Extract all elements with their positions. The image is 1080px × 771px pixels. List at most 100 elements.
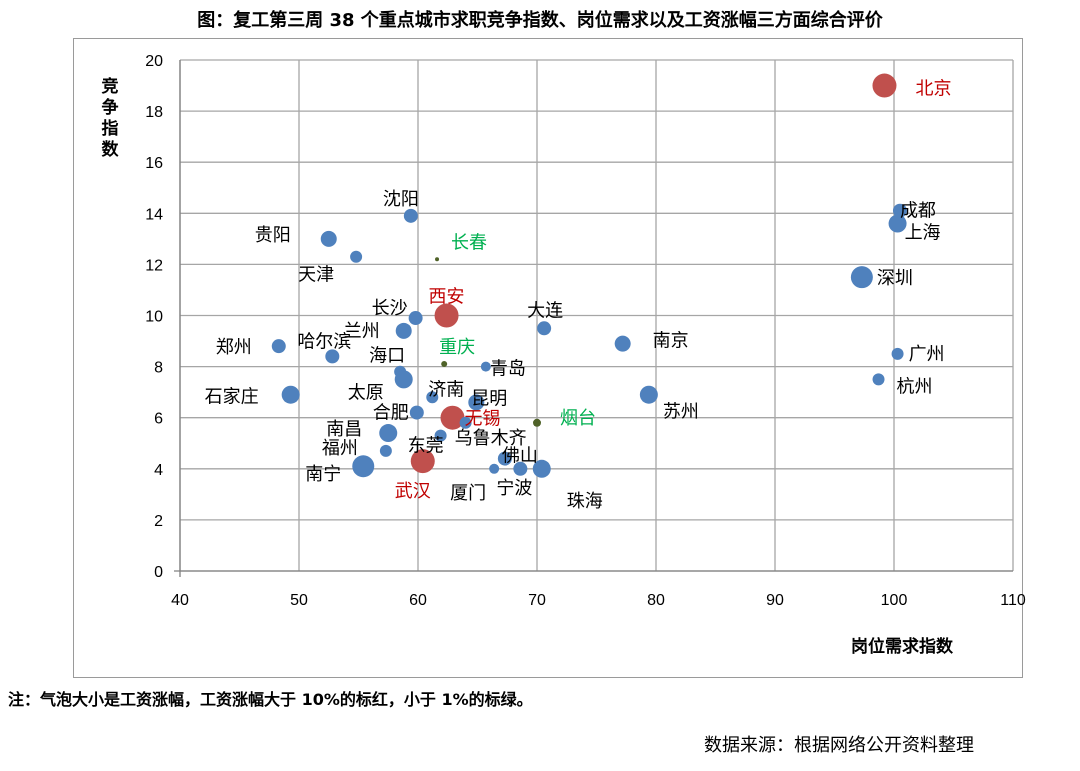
point-label: 深圳 bbox=[877, 268, 913, 289]
point-label: 郑州 bbox=[216, 337, 252, 358]
y-tick-label: 10 bbox=[145, 309, 163, 326]
x-tick-label: 80 bbox=[647, 592, 665, 609]
y-tick-label: 2 bbox=[154, 513, 163, 530]
point-label: 南宁 bbox=[305, 464, 341, 485]
chart-note: 注：气泡大小是工资涨幅，工资涨幅大于 10%的标红，小于 1%的标绿。 bbox=[8, 690, 533, 709]
point-label: 厦门 bbox=[450, 483, 486, 504]
y-tick-label: 14 bbox=[145, 206, 163, 223]
bubble-福州 bbox=[379, 444, 392, 457]
bubble-兰州 bbox=[395, 322, 412, 339]
point-label: 济南 bbox=[428, 379, 464, 400]
y-tick-label: 20 bbox=[145, 53, 163, 70]
bubble-南宁 bbox=[352, 455, 375, 478]
point-label: 海口 bbox=[369, 346, 405, 367]
bubble-昆明 bbox=[468, 394, 485, 411]
point-label: 太原 bbox=[348, 382, 384, 403]
bubble-烟台 bbox=[533, 418, 541, 427]
point-label: 大连 bbox=[527, 300, 563, 321]
bubble-太原 bbox=[394, 370, 413, 389]
x-tick-label: 50 bbox=[290, 592, 308, 609]
point-label: 烟台 bbox=[560, 408, 596, 429]
point-label: 成都 bbox=[900, 201, 936, 222]
point-label: 合肥 bbox=[373, 403, 409, 424]
bubble-南昌 bbox=[379, 424, 398, 443]
x-tick-label: 100 bbox=[881, 592, 908, 609]
y-tick-label: 16 bbox=[145, 155, 163, 172]
bubble-青岛 bbox=[480, 361, 491, 372]
bubble-北京 bbox=[872, 73, 897, 98]
y-tick-label: 0 bbox=[154, 564, 163, 581]
y-axis-label: 竞争指数 bbox=[102, 76, 120, 160]
point-label: 无锡 bbox=[465, 409, 501, 430]
bubble-乌鲁木齐 bbox=[459, 416, 472, 429]
point-label: 上海 bbox=[905, 223, 941, 244]
bubble-厦门 bbox=[489, 463, 500, 474]
bubble-宁波 bbox=[513, 461, 528, 476]
point-label: 乌鲁木齐 bbox=[455, 428, 527, 449]
bubble-苏州 bbox=[639, 385, 658, 404]
bubble-长春 bbox=[435, 257, 440, 262]
bubble-重庆 bbox=[441, 361, 448, 368]
bubble-东莞 bbox=[434, 429, 447, 442]
x-tick-label: 60 bbox=[409, 592, 427, 609]
point-label: 南昌 bbox=[326, 419, 362, 440]
point-label: 天津 bbox=[298, 265, 334, 286]
data-source: 数据来源：根据网络公开资料整理 bbox=[704, 735, 974, 756]
bubble-佛山 bbox=[497, 451, 512, 466]
point-label: 东莞 bbox=[408, 436, 444, 457]
point-label: 青岛 bbox=[490, 359, 526, 380]
bubble-贵阳 bbox=[320, 230, 337, 247]
x-tick-label: 110 bbox=[1000, 592, 1026, 609]
x-tick-label: 90 bbox=[766, 592, 784, 609]
point-label: 佛山 bbox=[502, 446, 538, 467]
y-tick-label: 18 bbox=[145, 104, 163, 121]
bubble-广州 bbox=[891, 347, 904, 360]
bubble-上海 bbox=[888, 214, 907, 233]
y-tick-label: 4 bbox=[154, 462, 163, 479]
point-label: 长沙 bbox=[372, 298, 408, 319]
bubble-济南 bbox=[426, 391, 439, 404]
bubble-成都 bbox=[892, 203, 907, 218]
y-tick-label: 12 bbox=[145, 257, 163, 274]
x-tick-label: 70 bbox=[528, 592, 546, 609]
point-label: 兰州 bbox=[344, 321, 380, 342]
point-label: 石家庄 bbox=[205, 387, 259, 408]
bubble-杭州 bbox=[872, 373, 885, 386]
bubble-哈尔滨 bbox=[325, 349, 340, 364]
point-label: 重庆 bbox=[439, 337, 475, 358]
bubble-沈阳 bbox=[403, 208, 418, 223]
x-tick-label: 40 bbox=[171, 592, 189, 609]
point-label: 苏州 bbox=[663, 402, 699, 423]
bubble-珠海 bbox=[532, 459, 551, 478]
point-label: 南京 bbox=[653, 331, 689, 352]
point-label: 贵阳 bbox=[255, 225, 291, 246]
point-label: 西安 bbox=[429, 287, 465, 308]
y-tick-label: 8 bbox=[154, 360, 163, 377]
chart-title: 图：复工第三周 38 个重点城市求职竞争指数、岗位需求以及工资涨幅三方面综合评价 bbox=[197, 10, 883, 31]
bubble-西安 bbox=[434, 303, 459, 328]
bubble-无锡 bbox=[440, 405, 465, 430]
bubble-南京 bbox=[614, 335, 631, 352]
bubble-大连 bbox=[537, 321, 552, 336]
point-label: 武汉 bbox=[395, 481, 431, 502]
point-label: 沈阳 bbox=[383, 189, 419, 210]
point-label: 广州 bbox=[909, 344, 945, 365]
bubble-深圳 bbox=[850, 266, 873, 289]
bubble-合肥 bbox=[409, 405, 424, 420]
point-label: 福州 bbox=[322, 438, 358, 459]
y-tick-label: 6 bbox=[154, 411, 163, 428]
point-label: 哈尔滨 bbox=[297, 331, 351, 352]
chart-frame bbox=[73, 38, 1023, 678]
point-label: 杭州 bbox=[897, 376, 933, 397]
point-label: 北京 bbox=[915, 79, 951, 100]
point-label: 长春 bbox=[451, 232, 487, 253]
bubble-郑州 bbox=[271, 339, 286, 354]
point-label: 珠海 bbox=[567, 491, 603, 512]
point-label: 昆明 bbox=[471, 388, 507, 409]
bubble-石家庄 bbox=[281, 385, 300, 404]
bubble-长沙 bbox=[408, 311, 423, 326]
bubble-天津 bbox=[350, 250, 363, 263]
x-axis-label: 岗位需求指数 bbox=[851, 636, 954, 657]
point-label: 宁波 bbox=[496, 478, 532, 499]
